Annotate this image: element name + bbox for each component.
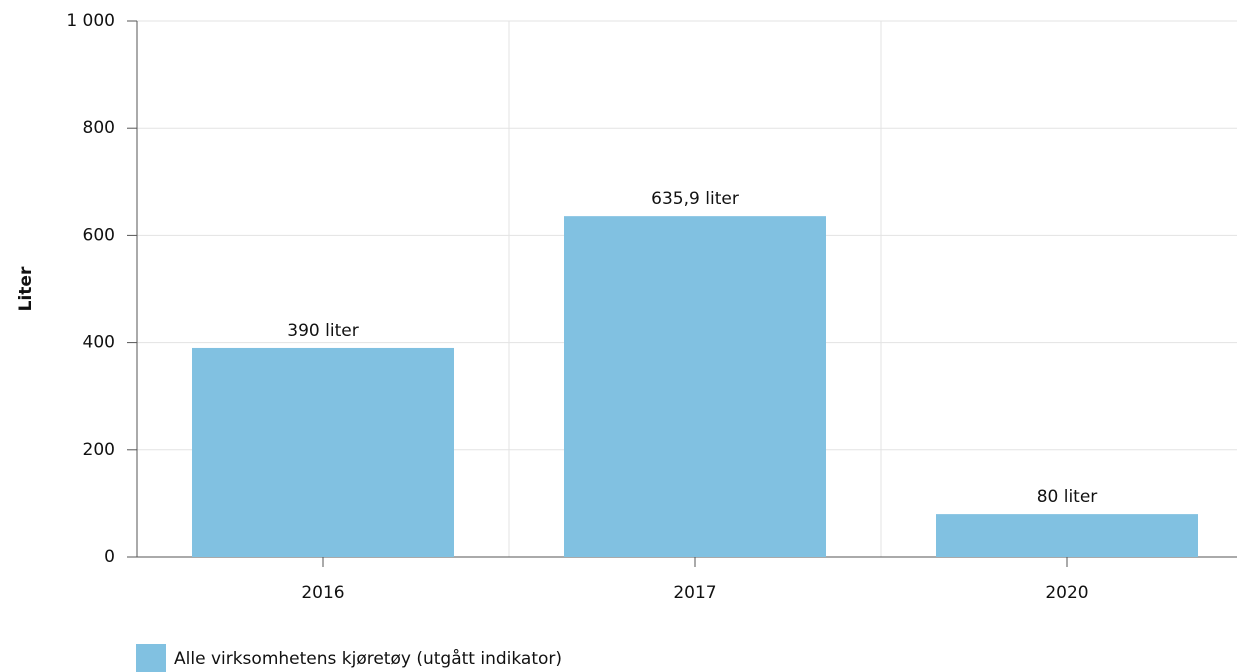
bar: [192, 347, 454, 557]
bar: [564, 216, 826, 557]
bar: [936, 514, 1198, 557]
y-tick-label: 1 000: [66, 11, 115, 31]
y-tick-label: 600: [83, 225, 115, 245]
x-tick-label: 2016: [301, 583, 344, 603]
y-tick-label: 400: [83, 333, 115, 353]
value-label: 80 liter: [1037, 487, 1098, 507]
y-axis-label: Liter: [16, 266, 36, 311]
x-tick-label: 2020: [1045, 583, 1088, 603]
legend-swatch: [136, 644, 166, 672]
x-tick-label: 2017: [673, 583, 716, 603]
y-tick-label: 0: [104, 547, 115, 567]
value-label: 635,9 liter: [651, 189, 739, 209]
y-tick-label: 200: [83, 440, 115, 460]
value-label: 390 liter: [287, 321, 358, 341]
legend-label: Alle virksomhetens kjøretøy (utgått indi…: [174, 648, 562, 669]
y-tick-label: 800: [83, 118, 115, 138]
